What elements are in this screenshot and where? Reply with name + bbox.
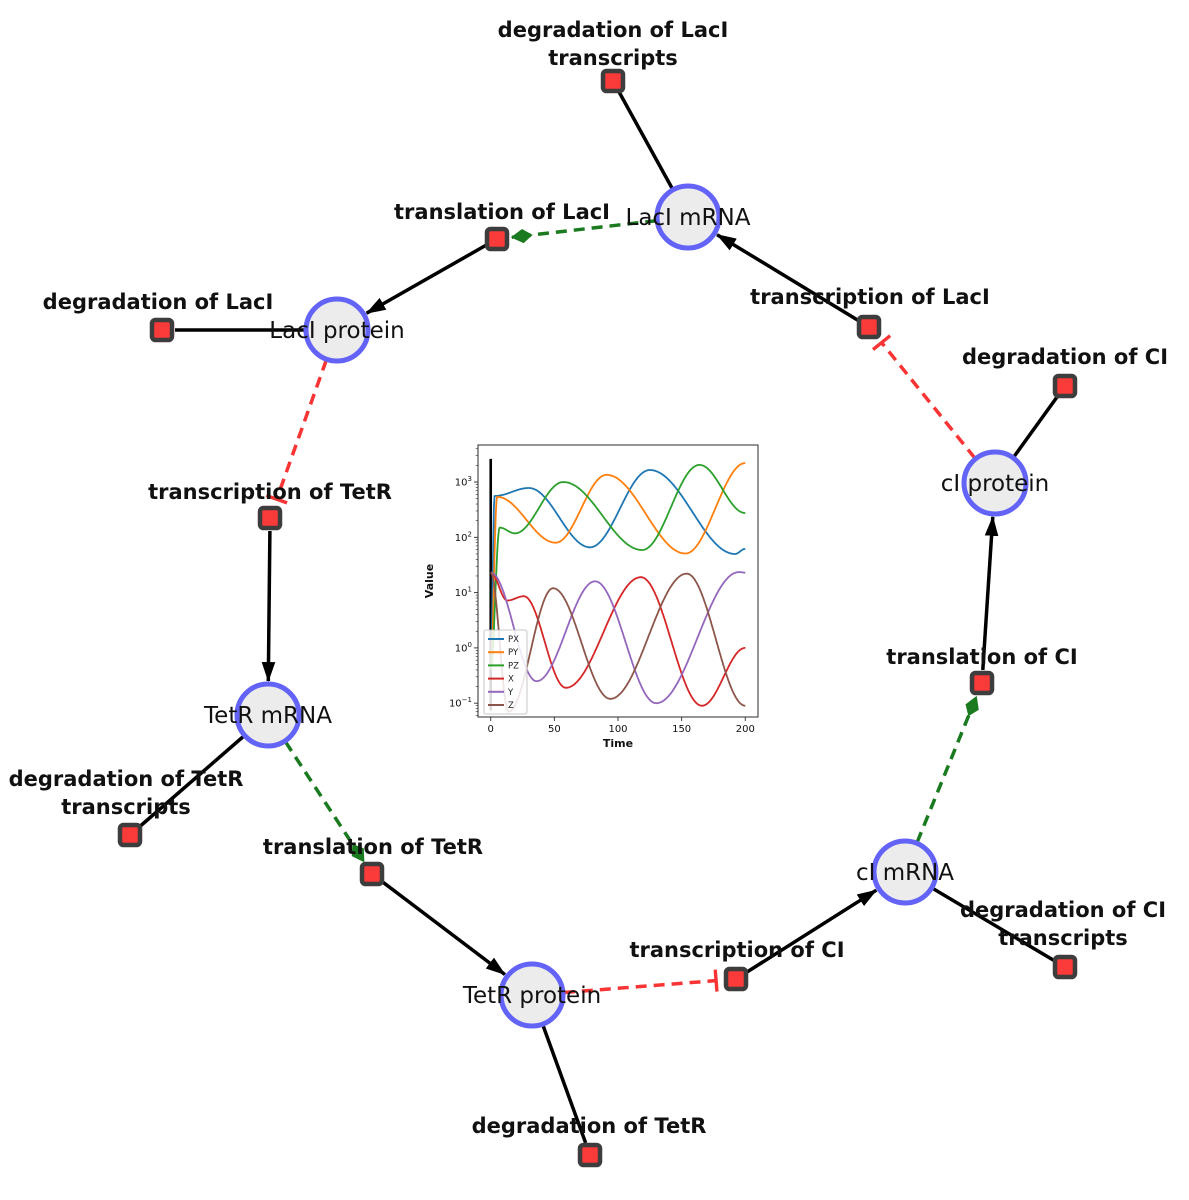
reaction-label-degradation-of-laci: degradation of LacI bbox=[43, 290, 274, 314]
edge-modifier-tetr-mrna--translation-of-tetr bbox=[284, 740, 366, 863]
reaction-node-transcription-of-ci bbox=[723, 966, 749, 992]
edge-line-laci-mrna--degradation-of-laci-transcripts bbox=[617, 91, 675, 190]
x-tick-label: 200 bbox=[736, 724, 755, 735]
species-label-ci-protein: cI protein bbox=[941, 471, 1050, 497]
edge-line-tetr-protein--degradation-of-tetr bbox=[541, 1024, 588, 1144]
y-axis-label: Value bbox=[423, 564, 436, 598]
legend-label-Y: Y bbox=[507, 688, 514, 698]
reaction-label-degradation-of-tetr-transcripts-line1: degradation of TetR bbox=[9, 767, 244, 791]
legend-box bbox=[483, 629, 528, 715]
reaction-label-degradation-of-ci-transcripts-line1: degradation of CI bbox=[960, 898, 1166, 922]
species-node-ci-mrna bbox=[871, 838, 939, 906]
legend-label-Z: Z bbox=[508, 701, 514, 711]
species-label-laci-mrna: LacI mRNA bbox=[626, 205, 751, 231]
y-tick-label: 10−1 bbox=[449, 696, 472, 710]
x-tick-label: 50 bbox=[548, 724, 561, 735]
reaction-node-translation-of-laci bbox=[484, 226, 510, 252]
edge-inhibition-ci-protein--transcription-of-laci bbox=[871, 334, 977, 460]
edge-line-tetr-mrna--degradation-of-tetr-transcripts bbox=[138, 734, 246, 828]
reaction-node-degradation-of-laci bbox=[149, 317, 175, 343]
reaction-label-transcription-of-tetr: transcription of TetR bbox=[148, 480, 392, 504]
reaction-label-translation-of-tetr: translation of TetR bbox=[263, 835, 483, 859]
reaction-label-transcription-of-ci: transcription of CI bbox=[629, 938, 844, 962]
series-line-PY bbox=[489, 462, 746, 671]
x-axis: 0 50 100 150 200 Time bbox=[488, 717, 755, 750]
reaction-node-degradation-of-ci bbox=[1052, 373, 1078, 399]
reaction-label-degradation-of-laci-transcripts-line2: transcripts bbox=[548, 46, 678, 70]
series-layer bbox=[489, 462, 746, 713]
series-line-PZ bbox=[489, 464, 746, 671]
x-tick-label: 100 bbox=[608, 724, 627, 735]
reaction-node-transcription-of-laci bbox=[856, 314, 882, 340]
legend-label-PX: PX bbox=[508, 635, 519, 645]
edge-arrow-translation-of-ci--ci-protein bbox=[981, 515, 999, 671]
x-tick-label: 0 bbox=[488, 724, 494, 735]
species-node-laci-mrna bbox=[654, 183, 722, 251]
y-tick-label: 103 bbox=[455, 475, 472, 489]
y-tick-label: 101 bbox=[455, 586, 472, 600]
species-label-tetr-mrna: TetR mRNA bbox=[203, 703, 332, 729]
series-line-X bbox=[490, 571, 746, 707]
edge-arrow-transcription-of-ci--ci-mrna bbox=[746, 888, 878, 974]
reaction-node-translation-of-tetr bbox=[359, 861, 385, 887]
edge-arrow-translation-of-laci--laci-protein bbox=[365, 243, 487, 315]
reaction-label-translation-of-ci: translation of CI bbox=[886, 645, 1077, 669]
legend-label-PY: PY bbox=[508, 648, 519, 658]
series-line-Y bbox=[490, 571, 746, 705]
edges-layer bbox=[138, 91, 1059, 1144]
species-node-tetr-mrna bbox=[234, 681, 302, 749]
reaction-label-transcription-of-laci: transcription of LacI bbox=[750, 285, 990, 309]
reaction-node-degradation-of-tetr-transcripts bbox=[117, 822, 143, 848]
species-label-ci-mrna: cI mRNA bbox=[856, 860, 954, 886]
reaction-node-transcription-of-tetr bbox=[257, 505, 283, 531]
species-node-tetr-protein bbox=[498, 961, 566, 1029]
reaction-label-degradation-of-ci: degradation of CI bbox=[962, 345, 1168, 369]
y-axis: 10−1 100 101 102 103 Value bbox=[423, 448, 478, 716]
species-node-ci-protein bbox=[961, 449, 1029, 517]
species-label-tetr-protein: TetR protein bbox=[462, 983, 601, 1009]
edge-arrow-translation-of-tetr--tetr-protein bbox=[381, 880, 506, 976]
legend-label-X: X bbox=[508, 675, 514, 685]
edge-arrow-transcription-of-laci--laci-mrna bbox=[716, 233, 859, 322]
y-tick-label: 102 bbox=[455, 530, 472, 544]
reaction-label-degradation-of-tetr-transcripts-line2: transcripts bbox=[61, 795, 191, 819]
legend: PX PY PZ XYZ bbox=[483, 629, 528, 715]
edge-inhibition-tetr-protein--transcription-of-ci bbox=[563, 969, 719, 995]
edge-arrow-transcription-of-tetr--tetr-mrna bbox=[261, 530, 276, 683]
nodes-layer bbox=[117, 68, 1078, 1168]
chart-inset: 0 50 100 150 200Time10−1100101102103ValuePXP… bbox=[423, 444, 759, 750]
x-tick-label: 150 bbox=[672, 724, 691, 735]
reaction-label-degradation-of-ci-transcripts-line2: transcripts bbox=[998, 926, 1128, 950]
edge-modifier-ci-mrna--translation-of-ci bbox=[915, 695, 979, 844]
reaction-label-degradation-of-laci-transcripts-line1: degradation of LacI bbox=[498, 18, 729, 42]
legend-label-PZ: PZ bbox=[508, 661, 519, 671]
reaction-node-degradation-of-tetr bbox=[577, 1142, 603, 1168]
reaction-label-translation-of-laci: translation of LacI bbox=[394, 200, 610, 224]
y-tick-label: 100 bbox=[455, 641, 472, 655]
reaction-node-translation-of-ci bbox=[969, 670, 995, 696]
series-line-PX bbox=[489, 469, 746, 670]
labels-layer: degradation of LacI transcripts translatio… bbox=[9, 18, 1168, 1138]
edge-line-ci-mrna--degradation-of-ci-transcripts bbox=[931, 886, 1055, 962]
species-label-laci-protein: LacI protein bbox=[269, 318, 404, 344]
species-node-laci-protein bbox=[303, 296, 371, 364]
edge-line-ci-protein--degradation-of-ci bbox=[1012, 395, 1059, 459]
edge-inhibition-laci-protein--transcription-of-tetr bbox=[265, 359, 328, 505]
reaction-node-degradation-of-laci-transcripts bbox=[600, 68, 626, 94]
x-axis-label: Time bbox=[603, 737, 633, 750]
series-line-Z bbox=[490, 571, 746, 713]
reaction-label-degradation-of-tetr: degradation of TetR bbox=[472, 1114, 707, 1138]
reaction-node-degradation-of-ci-transcripts bbox=[1052, 954, 1078, 980]
edge-modifier-laci-mrna--translation-of-laci bbox=[510, 218, 657, 244]
